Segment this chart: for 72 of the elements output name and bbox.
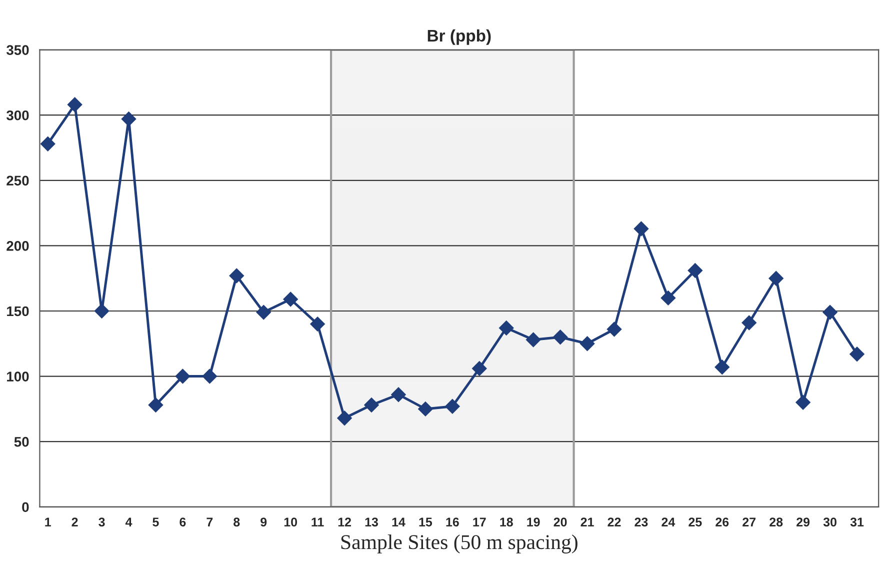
x-tick-label: 23 (634, 518, 648, 527)
point (391, 387, 406, 402)
point (688, 263, 703, 278)
point (364, 398, 379, 412)
x-tick-label: 21 (580, 518, 594, 526)
x-tick-label: 3 (98, 518, 105, 527)
x-tick-label: 27 (742, 518, 756, 526)
x-tick-label: 6 (180, 518, 186, 526)
point (498, 320, 514, 336)
point (229, 268, 244, 284)
point (40, 136, 56, 152)
x-tick-label: 14 (392, 518, 406, 526)
x-tick-label: 31 (850, 518, 864, 527)
x-tick-label: 11 (312, 518, 324, 526)
x-tick-label: 19 (527, 518, 540, 526)
x-tick-label: 7 (206, 518, 213, 526)
x-tick-label: 29 (796, 518, 810, 526)
x-tick-label: 4 (125, 518, 132, 526)
point (580, 336, 595, 352)
point (714, 360, 730, 375)
x-tick-label: 1 (45, 518, 51, 526)
y-tick-label: 100 (7, 372, 29, 382)
point (822, 304, 838, 320)
point (445, 398, 460, 414)
x-tick-label: 10 (284, 518, 298, 526)
point (850, 346, 864, 362)
point (202, 368, 218, 384)
y-tick-label: 350 (6, 45, 29, 55)
x-tick-label: 20 (554, 518, 567, 526)
x-tick-label: 15 (419, 518, 432, 526)
x-tick-label: 9 (260, 518, 267, 526)
point (472, 361, 487, 376)
x-tick-label: 5 (152, 518, 159, 526)
x-axis-title: Sample Sites (50 m spacing) (341, 534, 578, 554)
point (660, 290, 676, 306)
y-tick-label: 250 (6, 176, 29, 186)
x-tick-label: 25 (688, 518, 702, 526)
y-tick-label: 300 (6, 110, 29, 120)
point (310, 316, 325, 332)
point (283, 292, 298, 307)
y-tick-label: 200 (6, 241, 29, 251)
x-tick-label: 18 (500, 518, 513, 526)
x-tick-label: 24 (662, 518, 676, 526)
point (67, 97, 82, 112)
point (742, 315, 757, 330)
x-tick-label: 28 (770, 518, 783, 526)
x-tick-label: 12 (338, 518, 351, 526)
chart-title: Br (ppb) (428, 29, 491, 45)
point (148, 398, 164, 412)
x-tick-label: 2 (72, 518, 78, 526)
x-tick-label: 8 (234, 518, 240, 526)
y-tick-label: 50 (14, 436, 29, 447)
point (94, 304, 110, 318)
point (175, 368, 190, 384)
point (337, 410, 352, 426)
point (606, 322, 622, 337)
point (768, 270, 784, 286)
y-tick-label: 150 (7, 306, 29, 316)
point (796, 395, 810, 410)
x-tick-label: 30 (823, 518, 836, 527)
x-tick-label: 13 (365, 518, 378, 527)
point (526, 332, 541, 348)
x-tick-label: 17 (473, 518, 486, 526)
point (256, 304, 272, 320)
point (418, 402, 433, 416)
x-tick-label: 22 (608, 518, 621, 526)
x-tick-label: 26 (716, 518, 729, 526)
point (634, 221, 649, 236)
point (552, 330, 568, 345)
y-tick-label: 0 (22, 502, 29, 512)
point (121, 112, 136, 126)
x-tick-label: 16 (446, 518, 459, 526)
